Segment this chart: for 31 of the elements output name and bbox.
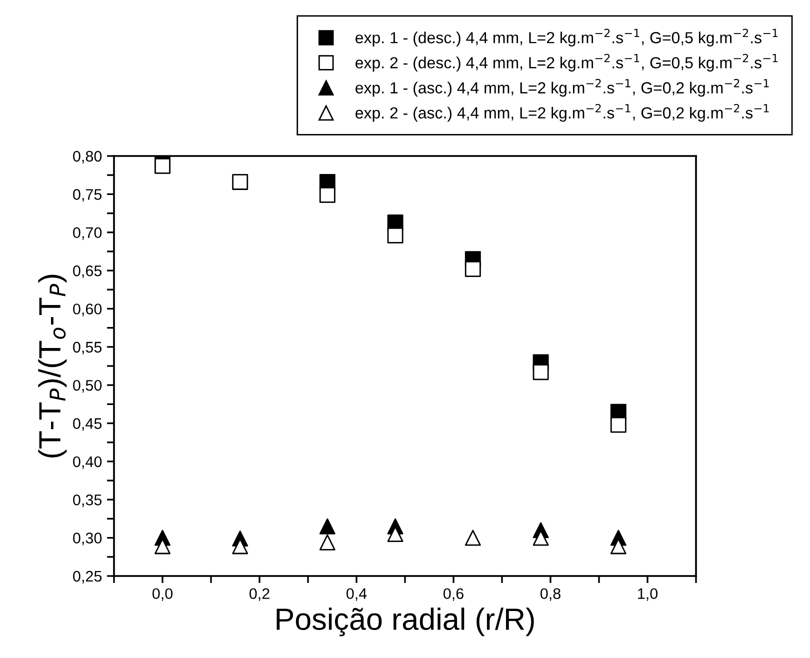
x-tick-label: 0,6 — [443, 588, 464, 601]
y-tick-label: 0,80 — [73, 150, 102, 164]
y-tick-label: 0,45 — [73, 418, 102, 431]
y-axis-title: (T-T$_{P}$)/(T$_{o}$-T$_{P}$) — [38, 274, 67, 458]
point — [319, 518, 336, 534]
legend-label: exp. 1 - (desc.) 4,4 mm, L=2 kg.m$^{−2}$.s$^{−1}$, G=0,5 kg.m$^{−2}$.s$^{−1}$ — [356, 28, 778, 46]
x-tick-label: 1,0 — [638, 588, 658, 601]
point — [387, 227, 404, 244]
y-tick-label: 0,40 — [73, 456, 102, 469]
y-tick-label: 0,75 — [73, 189, 102, 202]
y-tick-label: 0,25 — [73, 570, 102, 584]
y-tick-label: 0,55 — [73, 342, 102, 354]
x-tick-label: 0,4 — [346, 588, 367, 601]
x-tick-label: 0,0 — [152, 588, 173, 601]
point — [610, 416, 626, 433]
point — [532, 364, 549, 380]
legend-label: exp. 2 - (asc.) 4,4 mm, L=2 kg.m$^{−2}$.s$^{−1}$, G=0,2 kg.m$^{−2}$.s$^{−1}$ — [356, 104, 769, 122]
y-tick-label: 0,30 — [73, 532, 102, 546]
y-tick-label: 0,60 — [73, 304, 102, 316]
x-tick-label: 0,8 — [540, 588, 560, 601]
legend-label: exp. 1 - (asc.) 4,4 mm, L=2 kg.m$^{−2}$.s$^{−1}$, G=0,2 kg.m$^{−2}$.s$^{−1}$ — [356, 78, 769, 97]
y-tick-label: 0,65 — [73, 265, 102, 278]
point — [464, 261, 481, 277]
point — [154, 158, 170, 174]
x-axis-title: Posição radial (r/R) — [276, 608, 534, 636]
x-tick-label: 0,2 — [249, 588, 270, 601]
y-tick-label: 0,50 — [73, 380, 102, 393]
y-tick-label: 0,35 — [73, 494, 102, 508]
y-tick-label: 0,70 — [73, 227, 102, 240]
point — [319, 186, 336, 203]
legend-label: exp. 2 - (desc.) 4,4 mm, L=2 kg.m$^{−2}$.s$^{−1}$, G=0,5 kg.m$^{−2}$.s$^{−1}$ — [356, 54, 778, 72]
